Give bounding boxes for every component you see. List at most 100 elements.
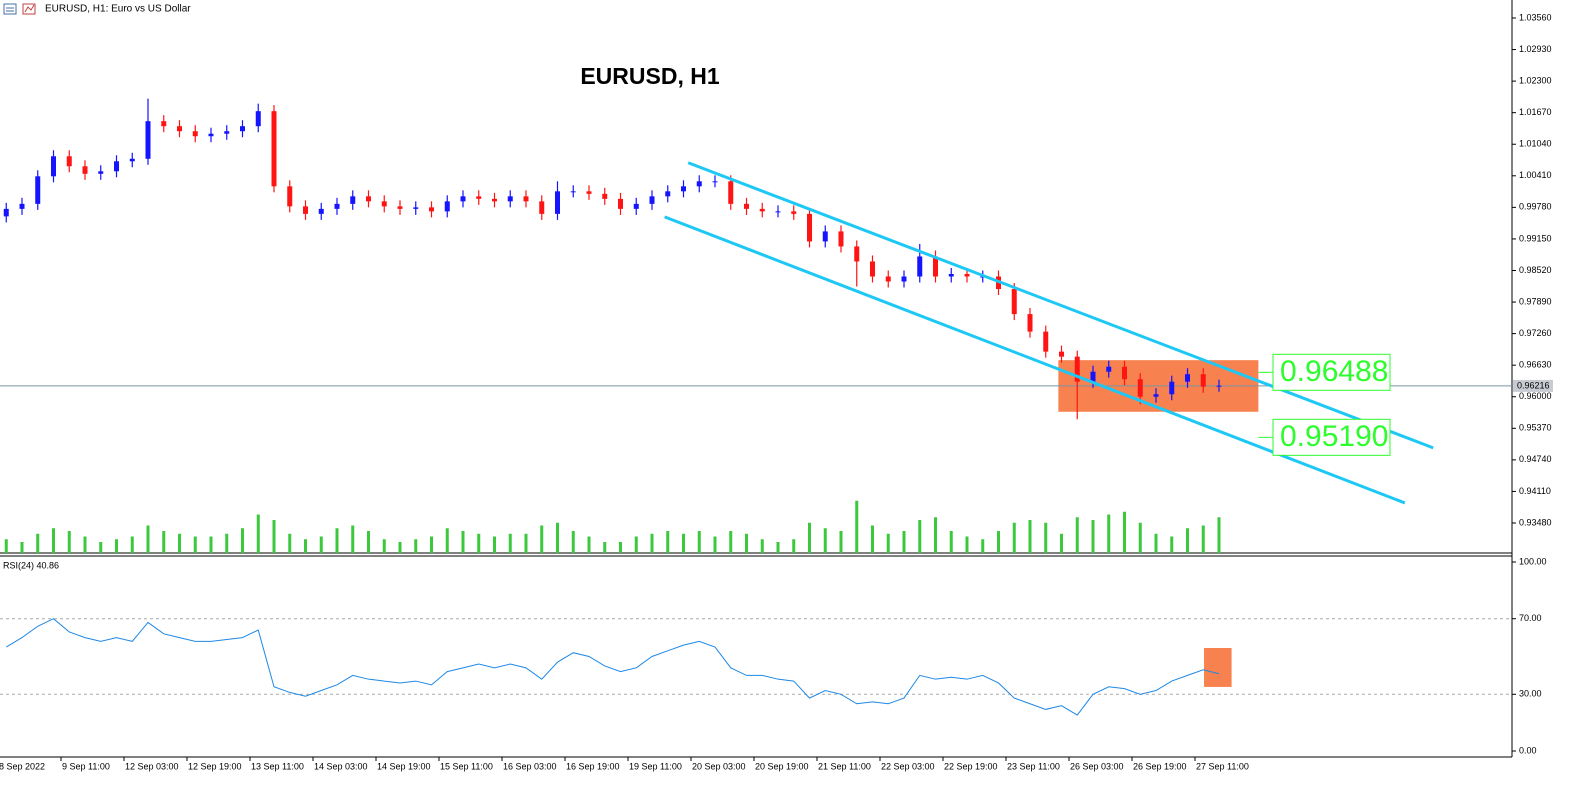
volume-bar xyxy=(1060,533,1063,553)
volume-bar xyxy=(886,533,890,553)
volume-bar xyxy=(571,531,575,553)
candle-body xyxy=(681,186,686,192)
volume-bar xyxy=(162,531,166,553)
volume-bar xyxy=(556,522,559,553)
x-tick-label: 26 Sep 19:00 xyxy=(1133,761,1187,771)
candle-body xyxy=(838,231,844,247)
x-tick-label: 15 Sep 11:00 xyxy=(440,761,493,771)
volume-bar xyxy=(99,542,103,553)
candle-body xyxy=(964,273,970,277)
candle-body xyxy=(381,201,387,207)
candle-body xyxy=(1011,289,1017,315)
volume-bar xyxy=(178,533,181,553)
volume-bar xyxy=(1123,511,1126,553)
volume-bar xyxy=(619,542,622,553)
candle-body xyxy=(948,273,954,277)
candle-body xyxy=(177,126,182,132)
y-tick-label: 1.03560 xyxy=(1519,12,1552,22)
x-tick-label: 14 Sep 19:00 xyxy=(377,761,431,771)
candle-body xyxy=(366,196,371,202)
candle-body xyxy=(1200,374,1206,387)
candle-body xyxy=(759,208,765,212)
y-tick-label: 1.02930 xyxy=(1519,44,1552,54)
volume-bar xyxy=(1075,517,1079,553)
candle-body xyxy=(586,191,592,194)
x-tick-label: 22 Sep 03:00 xyxy=(881,761,935,771)
x-tick-label: 9 Sep 11:00 xyxy=(62,761,110,771)
x-tick-label: 19 Sep 11:00 xyxy=(629,761,682,771)
volume-bar xyxy=(445,528,449,553)
level-label: 0.96488 xyxy=(1280,355,1388,388)
volume-bar xyxy=(1186,528,1189,553)
candle-body xyxy=(1122,366,1127,380)
volume-bar xyxy=(52,528,55,553)
level-box xyxy=(1272,418,1391,456)
volume-bar xyxy=(1091,520,1095,553)
volume-bar xyxy=(319,536,323,553)
candle-body xyxy=(35,176,41,204)
candle-body xyxy=(397,206,403,209)
candle-body xyxy=(665,191,671,197)
candle-body xyxy=(618,198,623,209)
volume-bar xyxy=(1028,520,1032,553)
y-tick-label: 1.00410 xyxy=(1519,170,1552,180)
candle-body xyxy=(570,191,576,193)
x-tick-label: 13 Sep 11:00 xyxy=(251,761,304,771)
volume-bar xyxy=(20,542,24,553)
candle-body xyxy=(51,156,56,177)
volume-bar xyxy=(304,539,307,553)
x-tick-label: 12 Sep 03:00 xyxy=(125,761,179,771)
candle-body xyxy=(901,276,907,282)
volume-bar xyxy=(682,533,685,553)
candle-body xyxy=(649,196,655,204)
y-tick-label: 1.01670 xyxy=(1519,107,1552,117)
toolbar-icons xyxy=(3,3,36,15)
volume-bar xyxy=(745,533,748,553)
volume-bar xyxy=(1138,522,1142,553)
volume-bar xyxy=(36,533,40,553)
candle-body xyxy=(413,207,419,209)
candle-body xyxy=(1043,331,1049,352)
candle-body xyxy=(192,131,198,137)
candle-body xyxy=(224,131,230,134)
volume-bar xyxy=(1154,533,1158,553)
x-tick-label: 20 Sep 19:00 xyxy=(755,761,809,771)
volume-bar xyxy=(430,536,433,553)
candle-body xyxy=(476,196,482,199)
volume-bar xyxy=(461,531,465,553)
volume-bar xyxy=(351,525,355,553)
candle-body xyxy=(744,203,749,209)
last-price-tag xyxy=(1513,379,1553,392)
volume-bar xyxy=(823,528,827,553)
candle-body xyxy=(66,156,72,167)
volume-bar xyxy=(493,536,496,553)
icon xyxy=(22,3,36,15)
volume-bar xyxy=(949,531,953,553)
candle-body xyxy=(696,181,702,187)
volume-bar xyxy=(83,536,87,553)
candle-body xyxy=(807,213,812,242)
volume-bar xyxy=(193,536,197,553)
y-tick-label: 0.97260 xyxy=(1519,328,1552,338)
volume-bar xyxy=(776,542,780,553)
candle-body xyxy=(334,203,340,209)
volume-bar xyxy=(965,536,969,553)
candle-body xyxy=(917,256,923,277)
volume-bar xyxy=(792,539,796,553)
volume-bar xyxy=(382,539,386,553)
y-tick-label: 0.96000 xyxy=(1519,391,1552,401)
x-tick-label: 16 Sep 19:00 xyxy=(566,761,620,771)
volume-bar xyxy=(115,539,118,553)
candle-body xyxy=(854,246,860,262)
last-price-label: 0.96216 xyxy=(1517,380,1550,390)
x-tick-label: 16 Sep 03:00 xyxy=(503,761,557,771)
candle-body xyxy=(728,181,734,204)
y-tick-label: 0.99780 xyxy=(1519,202,1552,212)
volume-bar xyxy=(130,536,134,553)
channel-line xyxy=(687,161,1434,450)
candle-body xyxy=(460,196,466,202)
candle-body xyxy=(775,211,781,213)
volume-bar xyxy=(1012,522,1016,553)
y-tick-label: 30.00 xyxy=(1519,689,1542,699)
volume-bar xyxy=(288,533,292,553)
